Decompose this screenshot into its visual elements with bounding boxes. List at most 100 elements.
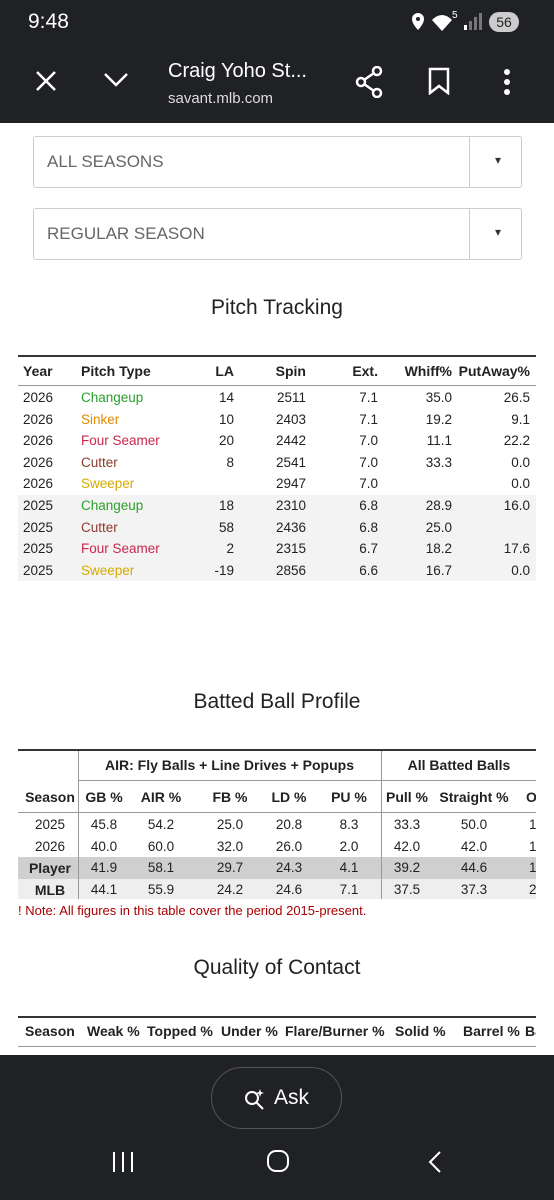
- table-cell: 2310: [275, 498, 306, 513]
- column-header: Year: [23, 363, 53, 379]
- table-cell: 42.0: [393, 838, 421, 854]
- table-cell: 18.2: [425, 541, 452, 557]
- group-header: AIR: Fly Balls + Line Drives + Popups: [105, 757, 354, 773]
- section-title: Batted Ball Profile: [193, 690, 361, 713]
- group-header: All Batted Balls: [407, 757, 511, 773]
- table-cell: 4.1: [339, 860, 359, 875]
- table-cell: 37.5: [393, 881, 421, 897]
- table-cell: 20.8: [275, 817, 303, 832]
- column-header: Solid %: [395, 1023, 446, 1039]
- table-cell: 2026: [23, 390, 54, 405]
- row-bg: [18, 495, 536, 517]
- table-cell: 58.1: [147, 860, 175, 875]
- table-cell: 16.0: [503, 498, 530, 513]
- table-cell: 7.0: [359, 476, 378, 492]
- table-cell: -19: [214, 562, 234, 578]
- table-cell: 58: [218, 519, 234, 535]
- row-bg: [18, 538, 536, 560]
- column-header: Season: [25, 789, 75, 805]
- table-cell: 0.0: [511, 562, 530, 578]
- table-cell: MLB: [34, 881, 66, 898]
- rule: [18, 355, 536, 357]
- table-cell: 24.6: [275, 881, 303, 897]
- table-cell: 2436: [275, 519, 306, 535]
- table-cell: Changeup: [81, 498, 144, 513]
- table-cell: 40.0: [90, 838, 118, 854]
- table-cell: 7.1: [339, 881, 359, 897]
- column-header: Season: [25, 1023, 75, 1039]
- ask-button[interactable]: Ask: [211, 1067, 342, 1129]
- table-cell: 0.0: [511, 454, 530, 470]
- more-button[interactable]: [503, 68, 511, 96]
- table-cell: 37.3: [460, 881, 488, 897]
- section-title: Pitch Tracking: [211, 296, 343, 319]
- column-header: Barrel %: [463, 1023, 520, 1039]
- table-cell: 24.3: [275, 860, 303, 875]
- select-arrow: ▾: [494, 153, 501, 167]
- rule: [78, 780, 536, 781]
- rule: [18, 749, 536, 751]
- column-header: Whiff%: [404, 363, 452, 379]
- table-cell: 2026: [23, 433, 54, 449]
- bookmark-button[interactable]: [428, 67, 450, 95]
- column-header: Under %: [221, 1023, 278, 1039]
- column-rule: [78, 751, 79, 899]
- table-cell: 0.0: [511, 476, 530, 492]
- table-cell: 60.0: [147, 838, 175, 854]
- table-cell: 6.7: [359, 541, 378, 557]
- table-cell: 25.0: [425, 519, 452, 535]
- table-cell: Four Seamer: [81, 541, 160, 557]
- row-bg: [18, 857, 536, 879]
- table-cell: 39.2: [393, 860, 421, 875]
- table-cell: 2.0: [339, 838, 359, 854]
- column-header: PU %: [331, 789, 367, 805]
- table-cell: 22.2: [503, 433, 530, 449]
- page-title: Craig Yoho St...: [168, 60, 307, 82]
- table-cell: Sweeper: [81, 476, 135, 492]
- table-cell: 54.2: [147, 817, 175, 832]
- table-cell: 1: [529, 817, 536, 832]
- row-bg: [18, 559, 536, 581]
- table-cell: Four Seamer: [81, 433, 160, 449]
- table-cell: 26.0: [275, 838, 303, 854]
- share-button[interactable]: [355, 66, 385, 98]
- table-cell: 2025: [23, 498, 54, 513]
- table-cell: 8: [226, 454, 234, 470]
- nav-buttons[interactable]: [110, 1150, 450, 1174]
- status-icons: [412, 13, 482, 31]
- column-rule: [381, 751, 382, 899]
- page-url[interactable]: savant.mlb.com: [168, 90, 274, 107]
- row-bg: [18, 516, 536, 539]
- table-cell: 41.9: [90, 860, 118, 875]
- table-cell: 7.1: [359, 411, 378, 427]
- table-cell: 2: [529, 881, 536, 897]
- column-header: Topped %: [147, 1023, 213, 1039]
- table-cell: 6.8: [359, 519, 378, 535]
- table-cell: 11.1: [426, 433, 452, 449]
- contact-table: Season Weak % Topped % Under % Flare/Burner …: [18, 1016, 536, 1055]
- table-cell: 20: [218, 433, 234, 449]
- type-select[interactable]: REGULAR SEASON ▾: [33, 208, 522, 260]
- table-cell: 2442: [275, 433, 306, 449]
- table-cell: 26.5: [503, 390, 530, 405]
- menu-button[interactable]: [103, 72, 129, 88]
- table-cell: 2025: [23, 562, 54, 578]
- table-cell: Sinker: [81, 411, 120, 427]
- rule: [18, 1046, 536, 1047]
- select-arrow: ▾: [494, 225, 501, 239]
- table-cell: 24.2: [216, 881, 244, 897]
- table-cell: 2511: [276, 390, 306, 405]
- column-header: Pull %: [385, 789, 428, 805]
- bottom-bar: Ask: [0, 1055, 554, 1200]
- table-cell: 50.0: [460, 817, 488, 832]
- table-cell: 2025: [34, 817, 66, 832]
- table-cell: 8.3: [339, 817, 359, 832]
- season-select[interactable]: ALL SEASONS ▾: [33, 136, 522, 188]
- table-cell: Sweeper: [81, 562, 135, 578]
- table-cell: 9.1: [511, 411, 530, 427]
- time: 9:48: [28, 10, 69, 33]
- table-cell: 28.9: [425, 498, 452, 513]
- table-cell: Changeup: [81, 390, 144, 405]
- close-button[interactable]: [35, 70, 57, 92]
- table-cell: 2025: [23, 519, 54, 535]
